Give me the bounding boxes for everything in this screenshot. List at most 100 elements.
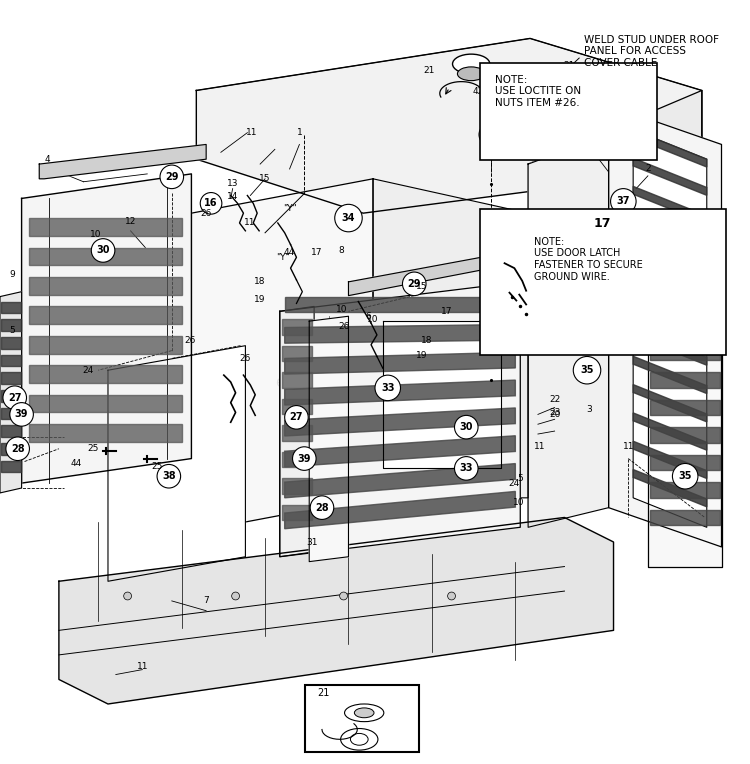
Text: 26: 26	[240, 354, 251, 363]
Polygon shape	[282, 372, 312, 388]
Circle shape	[340, 592, 347, 600]
Text: 10: 10	[336, 305, 347, 314]
Circle shape	[10, 403, 34, 426]
Text: 44: 44	[71, 459, 82, 468]
Text: 11: 11	[622, 442, 634, 452]
Text: 30: 30	[460, 422, 473, 432]
Text: 8: 8	[339, 246, 344, 255]
Polygon shape	[633, 356, 706, 393]
Polygon shape	[29, 306, 182, 324]
Polygon shape	[282, 399, 312, 414]
Text: 26: 26	[184, 336, 196, 345]
Polygon shape	[1, 407, 20, 419]
Polygon shape	[528, 134, 608, 527]
Text: 37: 37	[653, 275, 667, 285]
Circle shape	[479, 123, 502, 147]
Polygon shape	[633, 328, 706, 365]
Polygon shape	[650, 510, 719, 526]
Text: 33: 33	[460, 464, 473, 474]
Polygon shape	[285, 408, 515, 436]
Text: 18: 18	[422, 336, 433, 345]
Polygon shape	[59, 517, 614, 704]
Text: 35: 35	[679, 471, 692, 481]
Text: 17: 17	[311, 248, 322, 257]
Circle shape	[6, 437, 29, 461]
Polygon shape	[633, 384, 706, 422]
Text: 27: 27	[290, 413, 303, 422]
Circle shape	[673, 464, 698, 489]
Text: 19: 19	[254, 295, 266, 304]
Polygon shape	[1, 302, 20, 313]
Ellipse shape	[344, 704, 384, 722]
Text: 13: 13	[227, 180, 238, 188]
FancyBboxPatch shape	[480, 63, 657, 160]
Text: 22: 22	[549, 395, 560, 404]
Text: 16: 16	[204, 199, 218, 209]
Polygon shape	[191, 179, 373, 533]
Text: 18: 18	[254, 277, 266, 286]
Polygon shape	[285, 380, 515, 405]
Text: NOTE:
USE DOOR LATCH
FASTENER TO SECURE
GROUND WIRE.: NOTE: USE DOOR LATCH FASTENER TO SECURE …	[534, 237, 643, 281]
Polygon shape	[650, 372, 719, 388]
Text: NOTE:
USE LOCTITE ON
NUTS ITEM #26.: NOTE: USE LOCTITE ON NUTS ITEM #26.	[495, 75, 580, 108]
Text: 37: 37	[616, 196, 630, 206]
Polygon shape	[29, 395, 182, 413]
Text: 21: 21	[564, 61, 575, 70]
Polygon shape	[282, 478, 312, 494]
Polygon shape	[633, 441, 706, 478]
Text: 24: 24	[509, 478, 520, 487]
Text: 31: 31	[307, 538, 318, 546]
Polygon shape	[282, 452, 312, 468]
Polygon shape	[285, 464, 515, 498]
Text: 28: 28	[315, 503, 328, 513]
Text: 11: 11	[244, 219, 255, 228]
Text: 30: 30	[96, 245, 109, 255]
Text: 12: 12	[124, 216, 136, 225]
Text: 15: 15	[260, 174, 271, 183]
Polygon shape	[650, 482, 719, 498]
Polygon shape	[633, 470, 706, 507]
Polygon shape	[633, 215, 706, 252]
Text: 17: 17	[441, 307, 452, 316]
Circle shape	[573, 357, 601, 384]
Circle shape	[292, 447, 316, 471]
Polygon shape	[309, 316, 349, 562]
Text: 9: 9	[9, 270, 15, 279]
Polygon shape	[39, 144, 206, 179]
Polygon shape	[29, 218, 182, 236]
Text: eReplacementParts.com: eReplacementParts.com	[275, 374, 461, 390]
Text: 39: 39	[298, 454, 311, 464]
Circle shape	[3, 386, 26, 410]
Polygon shape	[608, 105, 721, 547]
Polygon shape	[373, 179, 528, 498]
Polygon shape	[650, 455, 719, 471]
Polygon shape	[650, 290, 719, 306]
Ellipse shape	[458, 67, 485, 81]
Polygon shape	[282, 345, 312, 361]
Circle shape	[375, 375, 400, 400]
Polygon shape	[633, 130, 706, 167]
Polygon shape	[633, 299, 706, 337]
Polygon shape	[528, 90, 702, 527]
Polygon shape	[0, 292, 22, 493]
Ellipse shape	[452, 54, 490, 74]
Text: 3: 3	[586, 405, 592, 414]
Text: 28: 28	[10, 444, 25, 454]
Circle shape	[285, 406, 308, 429]
Text: 41: 41	[593, 147, 604, 157]
Polygon shape	[22, 174, 191, 483]
Text: 34: 34	[342, 213, 355, 223]
Text: 20: 20	[549, 410, 560, 419]
Text: 21: 21	[423, 66, 435, 76]
Circle shape	[92, 238, 115, 262]
Text: 11: 11	[245, 128, 257, 138]
Text: 26: 26	[200, 209, 211, 218]
Text: "Y": "Y"	[283, 204, 296, 212]
Polygon shape	[29, 365, 182, 383]
Ellipse shape	[340, 729, 378, 750]
Polygon shape	[29, 336, 182, 354]
Polygon shape	[280, 282, 520, 557]
Polygon shape	[650, 400, 719, 416]
Polygon shape	[648, 248, 722, 567]
Polygon shape	[285, 325, 515, 343]
